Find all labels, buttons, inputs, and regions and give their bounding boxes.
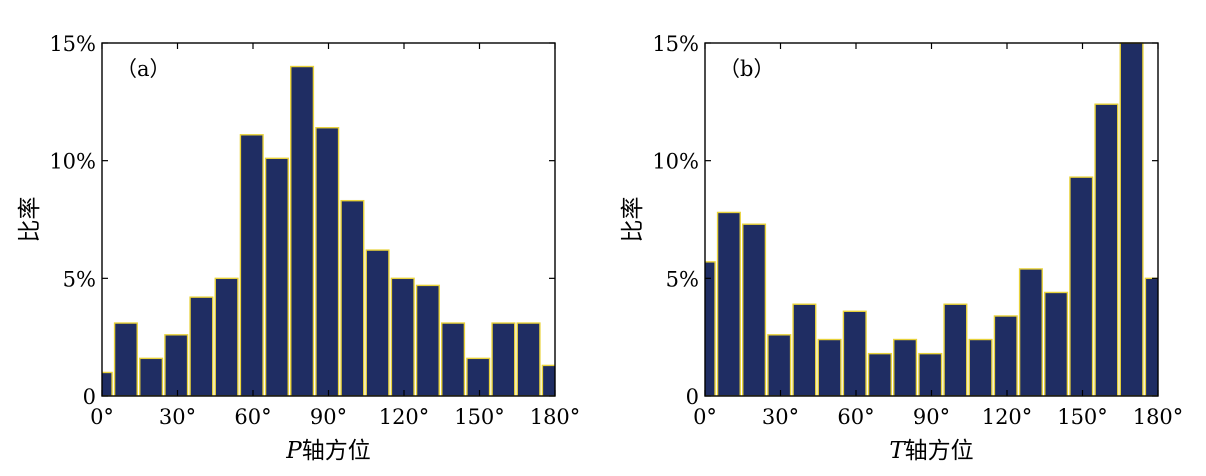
x-axis-label-a: P轴方位 (285, 438, 370, 464)
bar-b-11 (968, 338, 993, 396)
y-axis-label-a: 比率 (17, 197, 43, 243)
bar-a-7 (264, 157, 289, 396)
bar-b-18 (1144, 277, 1158, 396)
ytick-label-a-2: 10% (49, 150, 96, 174)
xtick-label-b-2: 60° (837, 405, 874, 429)
xtick-label-a-1: 30° (159, 405, 196, 429)
bar-a-0 (102, 371, 113, 396)
bars-b (705, 42, 1158, 396)
x-axis-label-var-b: T (889, 438, 906, 464)
ytick-label-b-1: 5% (666, 267, 699, 291)
bar-a-2 (139, 357, 164, 396)
panel-label-b: （b） (719, 57, 774, 81)
xtick-label-b-3: 90° (913, 405, 950, 429)
xtick-label-b-0: 0° (693, 405, 717, 429)
xtick-label-b-4: 120° (982, 405, 1033, 429)
bar-b-2 (742, 223, 767, 396)
chart-panel-b: 0 5% 10% 15% 0° 30° 60° 90° 120° 150° 180° 比率 T轴方位 （b… (620, 32, 1183, 464)
ytick-label-a-0: 0 (83, 385, 96, 409)
x-axis-label-b: T轴方位 (889, 438, 973, 464)
bar-a-8 (290, 65, 315, 396)
xtick-label-b-1: 30° (762, 405, 799, 429)
bars-a (102, 65, 555, 396)
bar-b-4 (792, 303, 817, 396)
ytick-label-b-3: 15% (652, 32, 699, 56)
bar-a-13 (415, 284, 440, 396)
bar-b-16 (1094, 103, 1119, 396)
bar-b-8 (893, 338, 918, 396)
chart-panel-a: 0 5% 10% 15% 0° 30° 60° 90° 120° 150° 180° 比率 P轴方位 （a… (17, 32, 580, 464)
xtick-label-a-5: 150° (454, 405, 505, 429)
x-axis-label-text-a: 轴方位 (302, 438, 371, 464)
ytick-label-b-0: 0 (686, 385, 699, 409)
bar-a-1 (113, 322, 138, 396)
bar-a-6 (239, 134, 264, 396)
xtick-label-a-4: 120° (379, 405, 430, 429)
y-axis-label-b: 比率 (620, 197, 646, 243)
bar-b-9 (918, 352, 943, 396)
bar-a-3 (164, 334, 189, 396)
panel-label-a: （a） (116, 57, 171, 81)
bar-a-12 (390, 277, 415, 396)
xtick-label-a-3: 90° (310, 405, 347, 429)
bar-a-10 (340, 199, 365, 396)
bar-a-16 (491, 322, 516, 396)
bar-b-1 (716, 211, 741, 396)
xtick-label-b-6: 180° (1133, 405, 1184, 429)
bar-a-18 (541, 364, 555, 396)
bar-b-3 (767, 334, 792, 396)
bar-a-9 (315, 127, 340, 396)
bar-b-7 (867, 352, 892, 396)
bar-a-14 (441, 322, 466, 396)
bar-b-12 (993, 315, 1018, 396)
bar-b-0 (705, 261, 716, 396)
ytick-label-b-2: 10% (652, 150, 699, 174)
bar-a-11 (365, 249, 390, 396)
x-axis-label-var-a: P (285, 438, 302, 464)
xtick-label-a-0: 0° (90, 405, 114, 429)
bar-a-15 (466, 357, 491, 396)
xtick-label-a-2: 60° (234, 405, 271, 429)
bar-b-6 (842, 310, 867, 396)
ytick-label-a-1: 5% (63, 267, 96, 291)
bar-b-13 (1018, 268, 1043, 396)
bar-b-17 (1119, 42, 1144, 396)
bar-b-15 (1069, 176, 1094, 396)
bar-a-4 (189, 296, 214, 396)
x-axis-label-text-b: 轴方位 (905, 438, 974, 464)
xtick-label-a-6: 180° (530, 405, 581, 429)
bar-a-17 (516, 322, 541, 396)
bar-a-5 (214, 277, 239, 396)
xtick-label-b-5: 150° (1057, 405, 1108, 429)
ytick-label-a-3: 15% (49, 32, 96, 56)
bar-b-10 (943, 303, 968, 396)
bar-b-14 (1044, 291, 1069, 396)
bar-b-5 (817, 338, 842, 396)
